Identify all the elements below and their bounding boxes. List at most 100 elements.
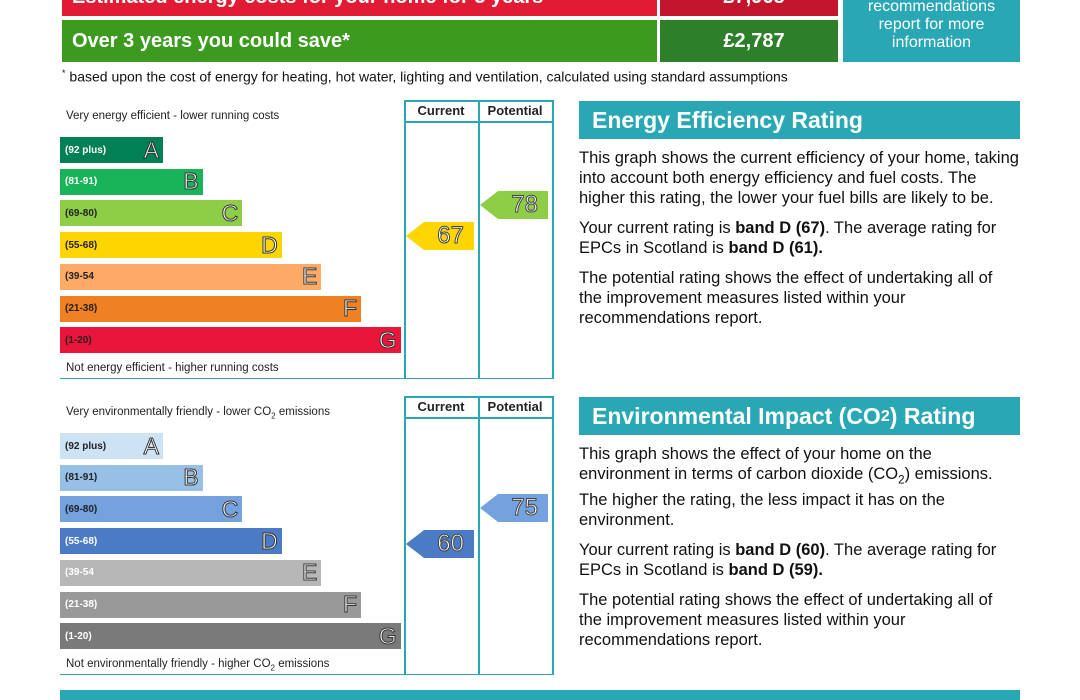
current-arrow: 60	[406, 530, 474, 558]
text-segment: The potential rating shows the effect of…	[579, 591, 993, 650]
rating-band: (55-68) D	[60, 527, 282, 555]
header-line	[404, 100, 552, 102]
rating-band: (69-80) C	[60, 495, 243, 523]
band-range: (55-68)	[65, 535, 98, 547]
current-header: Current	[417, 399, 465, 414]
info-box: See your recommendations report for more…	[843, 0, 1020, 62]
section-heading: Energy Efficiency Rating	[579, 101, 1020, 139]
rating-band: (1-20) G	[60, 622, 401, 650]
column-line	[478, 396, 480, 675]
band-range: (69-80)	[65, 207, 98, 219]
potential-arrow: 75	[480, 494, 548, 522]
text-segment: band D (59).	[728, 561, 823, 580]
bottom-caption: Not energy efficient - higher running co…	[66, 362, 279, 374]
text-segment: emissions	[275, 406, 330, 418]
rating-band: (81-91) B	[60, 464, 203, 491]
band-range: (21-38)	[65, 599, 98, 610]
section-heading: Environmental Impact (CO 2) Rating	[579, 397, 1020, 435]
paragraph: The potential rating shows the effect of…	[579, 590, 1019, 650]
footnote-text: based upon the cost of energy for heatin…	[69, 68, 788, 85]
band-range: (92 plus)	[65, 144, 107, 156]
band-letter: D	[261, 231, 279, 258]
text-segment: Environmental Impact (CO	[592, 402, 881, 429]
band-letter: D	[261, 527, 279, 554]
column-line	[552, 100, 554, 379]
band-range: (81-91)	[65, 472, 98, 484]
band-letter: A	[143, 136, 159, 163]
text-segment: . The average rating for EPCs in Scotlan…	[579, 219, 997, 257]
rating-band: (39-54 E	[60, 559, 322, 586]
band-range: (39-54	[65, 567, 94, 579]
column-line	[478, 100, 480, 379]
text-segment: This graph shows the current efficiency …	[579, 149, 1019, 207]
band-range: (1-20)	[65, 334, 92, 346]
band-range: (55-68)	[65, 239, 98, 251]
footnote-mark: *	[62, 68, 66, 78]
text-segment: band D (67)	[735, 219, 826, 237]
band-letter: G	[378, 622, 397, 649]
text-segment: 2	[271, 411, 276, 421]
band-letter: E	[302, 263, 318, 290]
current-header: Current	[417, 103, 465, 118]
potential-header: Potential	[487, 103, 543, 118]
header-line	[404, 396, 552, 398]
band-letter: C	[221, 199, 239, 226]
rating-band: (55-68) D	[60, 231, 282, 259]
text-segment: 2	[270, 663, 276, 673]
header-line	[404, 121, 552, 123]
band-letter: F	[342, 295, 357, 322]
band-letter: B	[183, 168, 199, 195]
column-line	[404, 100, 406, 379]
column-line	[404, 396, 406, 675]
text-segment: 2	[898, 474, 905, 487]
text-segment: ) emissions. The higher the rating, the …	[579, 465, 993, 530]
band-letter: E	[302, 559, 318, 586]
bottom-caption: Not environmentally friendly - higher CO…	[66, 658, 329, 672]
info-text: See your recommendations report for more…	[867, 0, 996, 51]
band-range: (1-20)	[65, 630, 92, 642]
panel-border	[60, 378, 552, 379]
save-value: £2,787	[660, 20, 838, 62]
band-letter: A	[143, 432, 159, 459]
text-segment: The potential rating shows the effect of…	[579, 269, 993, 327]
text-segment: emissions	[275, 658, 330, 670]
current-arrow: 67	[406, 222, 474, 250]
panel-border	[60, 674, 552, 675]
potential-arrow: 78	[480, 191, 548, 219]
paragraph: Your current rating is band D (60). The …	[579, 540, 1019, 580]
text-segment: Very environmentally friendly - lower CO	[66, 406, 272, 418]
text-segment: . The average rating for EPCs in Scotlan…	[579, 541, 997, 580]
section-text: This graph shows the current efficiency …	[579, 148, 1019, 338]
paragraph: This graph shows the effect of your home…	[579, 444, 1019, 530]
rating-band: (21-38) F	[60, 591, 361, 618]
band-letter: G	[378, 326, 397, 353]
band-range: (92 plus)	[65, 440, 107, 452]
text-segment: Your current rating is	[579, 219, 736, 237]
total-value: £7,968	[660, 0, 838, 16]
section-text: This graph shows the effect of your home…	[579, 444, 1019, 660]
footnote: * based upon the cost of energy for heat…	[62, 68, 788, 85]
header-line	[404, 417, 552, 419]
text-segment: band D (60)	[735, 541, 826, 560]
paragraph: Your current rating is band D (67). The …	[579, 218, 1019, 258]
rating-band: (1-20) G	[60, 326, 401, 354]
save-label: Over 3 years you could save*	[62, 20, 657, 62]
text-segment: This graph shows the effect of your home…	[579, 445, 932, 483]
band-range: (39-54	[65, 271, 94, 283]
band-range: (69-80)	[65, 503, 98, 515]
rating-band: (92 plus) A	[60, 136, 163, 163]
text-segment: band D (61).	[728, 239, 823, 257]
band-range: (81-91)	[65, 176, 98, 188]
rating-band: (39-54 E	[60, 263, 322, 290]
text-segment: Your current rating is	[579, 541, 736, 560]
band-range: (21-38)	[65, 303, 98, 314]
band-letter: C	[221, 495, 239, 522]
top-caption: Very energy efficient - lower running co…	[66, 110, 279, 122]
text-segment: 2	[880, 406, 890, 425]
text-segment: Not environmentally friendly - higher CO	[66, 658, 271, 670]
band-letter: F	[342, 591, 357, 618]
potential-header: Potential	[487, 399, 543, 414]
text-segment: Energy Efficiency Rating	[592, 106, 863, 133]
text-segment: ) Rating	[889, 402, 976, 429]
